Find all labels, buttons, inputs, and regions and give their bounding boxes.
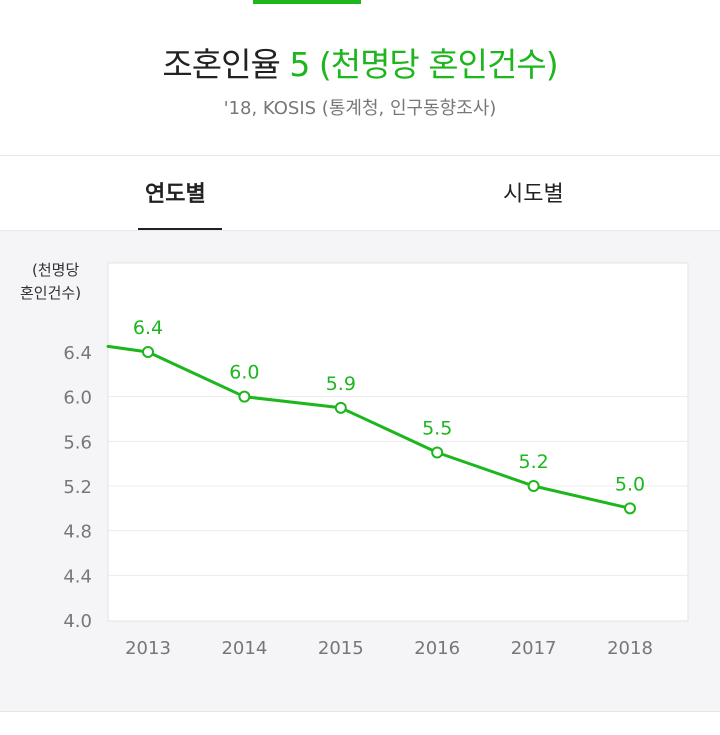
y-axis-label-line-1: (천명당 [32,261,79,279]
data-label: 6.4 [133,317,163,339]
y-axis-label-line-2: 혼인건수) [20,284,81,302]
data-point[interactable] [624,502,636,515]
y-tick-label: 4.4 [63,566,92,587]
grid-lines [108,396,688,576]
x-tick-label: 2013 [125,638,171,659]
data-points [142,346,636,515]
y-tick-label: 6.4 [63,343,92,364]
data-point[interactable] [238,390,251,403]
header: 조혼인율 5 (천명당 혼인건수) '18, KOSIS (통계청, 인구동향조… [0,0,720,156]
x-tick-label: 2016 [414,638,460,659]
data-label: 5.5 [422,418,452,440]
data-label: 5.9 [326,373,356,395]
x-tick-label: 2018 [607,638,653,659]
plot-background [107,262,689,622]
data-point[interactable] [527,480,540,492]
y-tick-label: 4.0 [63,611,92,632]
tab-by-region[interactable]: 시도별 [503,182,564,207]
tab-bar: 연도별 시도별 [0,156,720,231]
y-tick-label: 5.2 [63,477,92,498]
data-label: 5.2 [518,451,548,473]
tab-by-year[interactable]: 연도별 [145,182,206,207]
y-tick-label: 6.0 [63,388,92,409]
top-accent-bar [253,0,361,4]
data-label: 5.0 [615,473,645,495]
bottom-strip [0,712,720,735]
x-tick-label: 2015 [318,638,364,659]
tab-selected-underline [138,228,222,230]
data-labels: 6.4 6.0 5.9 5.5 5.2 5.0 [133,317,645,495]
data-point[interactable] [431,446,444,459]
x-tick-label: 2014 [221,638,267,659]
title-value: 5 [289,45,310,84]
title-main: 조혼인율 [162,45,290,84]
page-subtitle: '18, KOSIS (통계청, 인구동향조사) [223,98,497,119]
page-title: 조혼인율 5 (천명당 혼인건수) [0,38,720,86]
x-tick-labels: 2013 2014 2015 2016 2017 2018 [125,638,653,659]
y-tick-labels: 6.4 6.0 5.6 5.2 4.8 4.4 4.0 [63,343,92,632]
data-point[interactable] [334,401,347,414]
y-tick-label: 4.8 [63,522,92,543]
data-label: 6.0 [229,362,259,384]
x-tick-label: 2017 [511,638,557,659]
data-point[interactable] [142,346,154,358]
y-tick-label: 5.6 [63,432,92,453]
title-unit: (천명당 혼인건수) [309,45,559,84]
